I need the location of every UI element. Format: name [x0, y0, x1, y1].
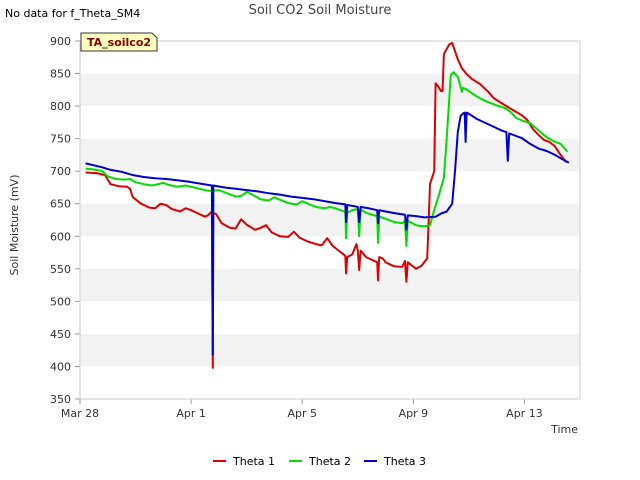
y-tick-label: 350	[50, 393, 71, 406]
station-badge: TA_soilco2	[80, 32, 158, 52]
x-axis-label: Time	[550, 423, 578, 436]
grid-band	[80, 171, 580, 204]
y-tick-label: 550	[50, 263, 71, 276]
grid-band	[80, 366, 580, 399]
y-tick-label: 450	[50, 328, 71, 341]
grid-band	[80, 106, 580, 139]
series-line-theta-1	[85, 42, 567, 369]
y-axis-ticks: 350 400 450 500 550 600 650 700 750 800 850 900	[50, 35, 80, 406]
y-tick-label: 600	[50, 230, 71, 243]
grid-band	[80, 73, 580, 107]
x-tick-label: Apr 13	[506, 407, 543, 420]
grid-band	[80, 301, 580, 334]
y-axis-label: Soil Moisture (mV)	[8, 175, 21, 276]
y-tick-label: 650	[50, 198, 71, 211]
chart-title: Soil CO2 Soil Moisture	[248, 3, 392, 18]
grid-band	[80, 268, 580, 302]
y-tick-label: 750	[50, 133, 71, 146]
y-tick-label: 900	[50, 35, 71, 48]
plot-frame	[79, 40, 581, 400]
series-line-theta-3	[85, 111, 570, 356]
x-tick-label: Mar 28	[61, 407, 99, 420]
grid-band	[80, 203, 580, 237]
y-tick-label: 400	[50, 360, 71, 373]
x-tick-label: Apr 9	[399, 407, 429, 420]
grid-band	[80, 138, 580, 172]
legend: Theta 1 Theta 2 Theta 3	[213, 455, 426, 468]
legend-label: Theta 1	[232, 455, 275, 468]
grid-band	[80, 41, 580, 74]
legend-label: Theta 3	[383, 455, 426, 468]
x-tick-label: Apr 5	[287, 407, 317, 420]
y-tick-label: 700	[50, 165, 71, 178]
grid-bands	[80, 41, 580, 399]
station-badge-label: TA_soilco2	[87, 36, 151, 49]
y-tick-label: 800	[50, 100, 71, 113]
x-axis-ticks: Mar 28 Apr 1 Apr 5 Apr 9 Apr 13	[61, 399, 543, 420]
y-tick-label: 850	[50, 68, 71, 81]
series-line-theta-2	[85, 71, 569, 355]
y-tick-label: 500	[50, 295, 71, 308]
legend-label: Theta 2	[308, 455, 351, 468]
x-tick-label: Apr 1	[176, 407, 206, 420]
grid-band	[80, 333, 580, 367]
no-data-notice: No data for f_Theta_SM4	[5, 7, 141, 20]
series-lines	[85, 42, 570, 369]
